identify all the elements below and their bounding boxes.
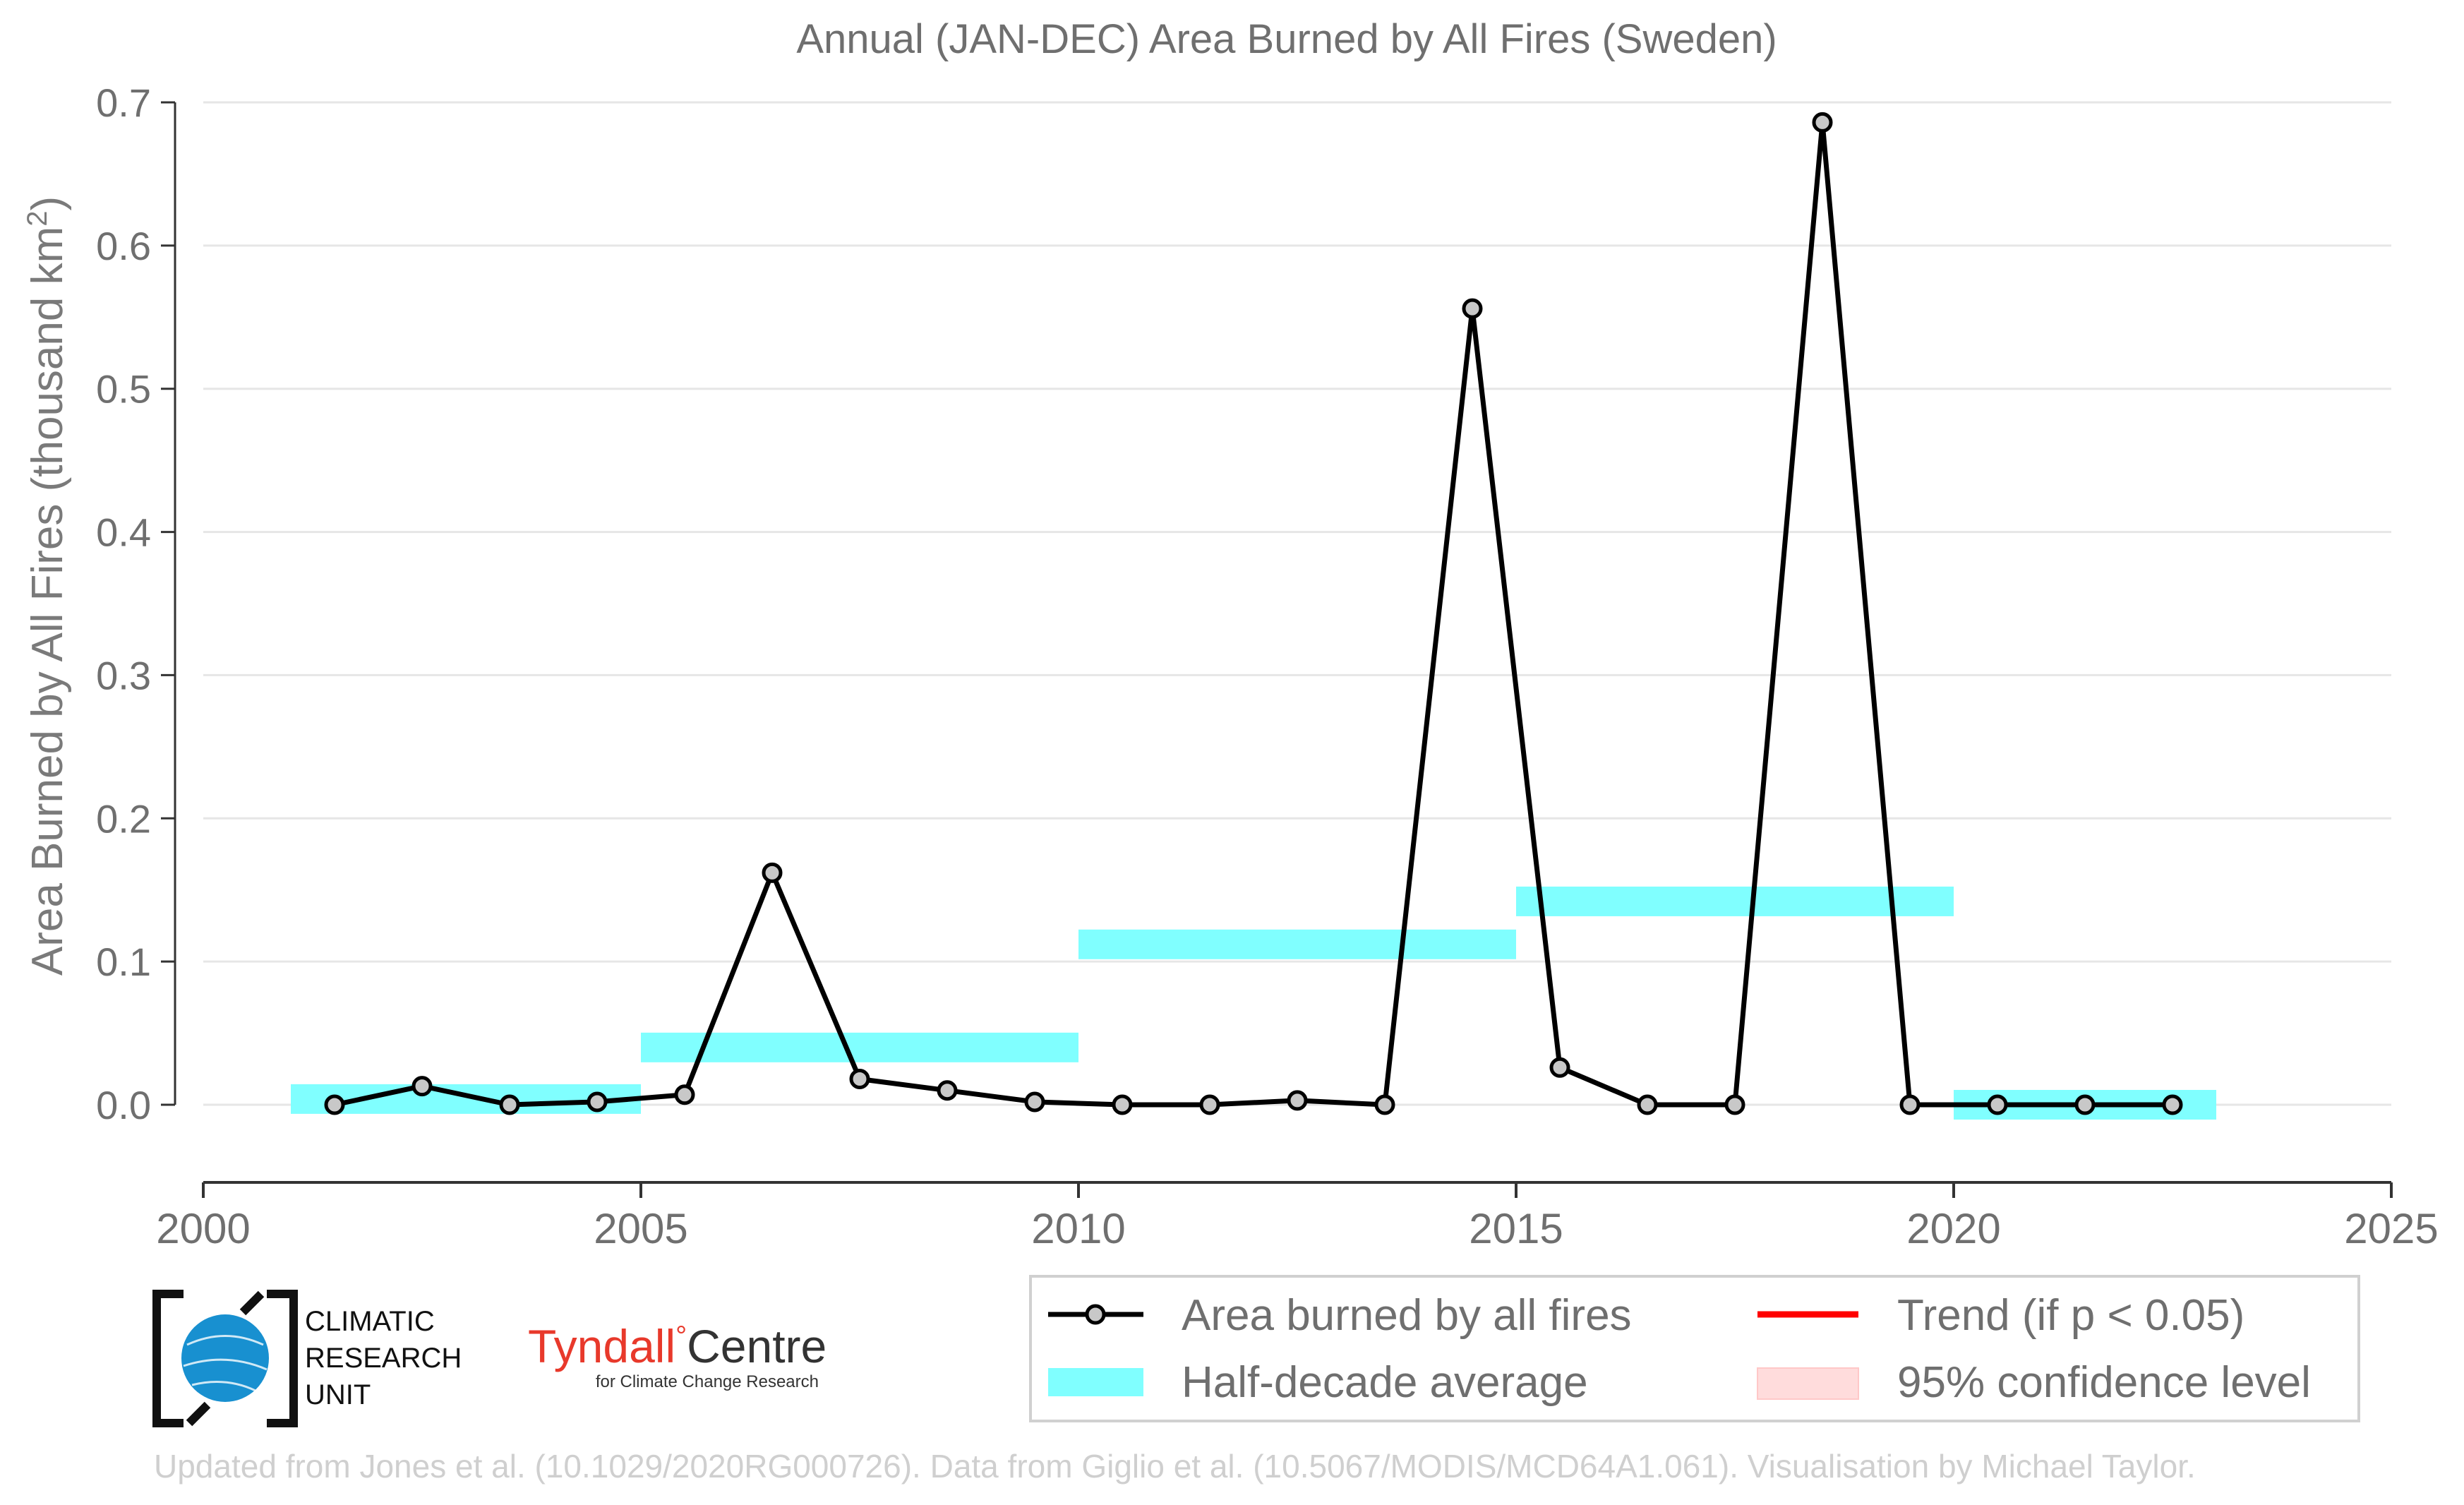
data-point (1462, 298, 1483, 319)
data-point (1724, 1094, 1745, 1115)
data-point (324, 1094, 345, 1115)
y-axis-title-main: Area Burned by All Fires (thousand km (23, 227, 72, 976)
data-series (324, 112, 2183, 1115)
tyndall-main: Tyndall (528, 1320, 675, 1372)
half-decade-band (291, 1084, 641, 1114)
tyndall-subtitle: for Climate Change Research (596, 1372, 819, 1391)
half-decade-band (641, 1032, 1078, 1062)
y-tick-label: 0.4 (96, 510, 151, 555)
data-point (1987, 1094, 2008, 1115)
x-tick-label: 2020 (1906, 1205, 2000, 1252)
data-point (2162, 1094, 2183, 1115)
data-point (674, 1084, 695, 1105)
tyndall-logo: Tyndall°Centre for Climate Change Resear… (528, 1320, 827, 1391)
half-decade-bands (291, 886, 2216, 1120)
data-point (587, 1091, 608, 1113)
x-tick-label: 2000 (156, 1205, 250, 1252)
half-decade-band (1516, 886, 1954, 916)
gridlines (203, 101, 2391, 1106)
legend-label-confidence: 95% confidence level (1897, 1358, 2311, 1407)
cru-logo: CLIMATIC RESEARCH UNIT (152, 1290, 462, 1427)
tyndall-centre: Centre (687, 1320, 827, 1372)
data-point (499, 1094, 520, 1115)
legend: Area burned by all fires Trend (if p < 0… (1029, 1275, 2360, 1422)
data-point (762, 862, 783, 883)
half-decade-band (1078, 929, 1516, 959)
legend-item-half-decade: Half-decade average (1048, 1358, 1588, 1407)
x-tick-label: 2025 (2344, 1205, 2438, 1252)
data-point (2074, 1094, 2096, 1115)
y-axis-title: Area Burned by All Fires (thousand km2) (22, 196, 72, 976)
y-tick-label: 0.6 (96, 224, 151, 268)
globe-icon (181, 1314, 269, 1402)
y-tick-label: 0.5 (96, 367, 151, 412)
legend-label-half-decade: Half-decade average (1182, 1358, 1588, 1407)
legend-item-area-burned: Area burned by all fires (1048, 1291, 1632, 1340)
data-point (1199, 1094, 1220, 1115)
tyndall-degree: ° (675, 1321, 687, 1352)
legend-item-confidence: 95% confidence level (1757, 1358, 2311, 1407)
series-line (334, 119, 2172, 1108)
x-axis: 2000 2005 2010 2015 2020 2025 (156, 1181, 2439, 1252)
y-axis: 0.0 0.1 0.2 0.3 0.4 0.5 0.6 0.7 (96, 80, 176, 1127)
chart-title: Annual (JAN-DEC) Area Burned by All Fire… (796, 16, 1777, 62)
data-point (849, 1068, 870, 1089)
data-point (937, 1080, 958, 1101)
cru-text-line-1: CLIMATIC (305, 1306, 435, 1337)
data-point (1637, 1094, 1658, 1115)
data-point (1024, 1091, 1045, 1113)
y-tick-label: 0.0 (96, 1083, 151, 1127)
data-point (1899, 1094, 1921, 1115)
data-point (1812, 112, 1833, 133)
y-axis-title-close: ) (23, 196, 72, 211)
svg-text:Tyndall°Centre: Tyndall°Centre (528, 1320, 827, 1372)
data-point (1112, 1094, 1133, 1115)
data-point (1549, 1057, 1570, 1078)
y-axis-title-superscript: 2 (22, 211, 53, 227)
legend-box (1029, 1275, 2360, 1422)
y-tick-label: 0.1 (96, 940, 151, 984)
y-tick-label: 0.3 (96, 653, 151, 697)
x-tick-label: 2010 (1031, 1205, 1125, 1252)
x-tick-label: 2005 (594, 1205, 687, 1252)
legend-label-area-burned: Area burned by all fires (1182, 1291, 1632, 1340)
x-tick-label: 2015 (1469, 1205, 1563, 1252)
y-tick-label: 0.2 (96, 796, 151, 841)
y-tick-label: 0.7 (96, 80, 151, 125)
data-point (1374, 1094, 1395, 1115)
cru-text-line-2: RESEARCH (305, 1343, 462, 1374)
data-point (1287, 1090, 1308, 1111)
legend-label-trend: Trend (if p < 0.05) (1897, 1291, 2244, 1340)
credit-text: Updated from Jones et al. (10.1029/2020R… (154, 1448, 2196, 1485)
cru-text-line-3: UNIT (305, 1379, 371, 1410)
legend-item-trend: Trend (if p < 0.05) (1757, 1291, 2244, 1340)
data-point (411, 1076, 433, 1097)
